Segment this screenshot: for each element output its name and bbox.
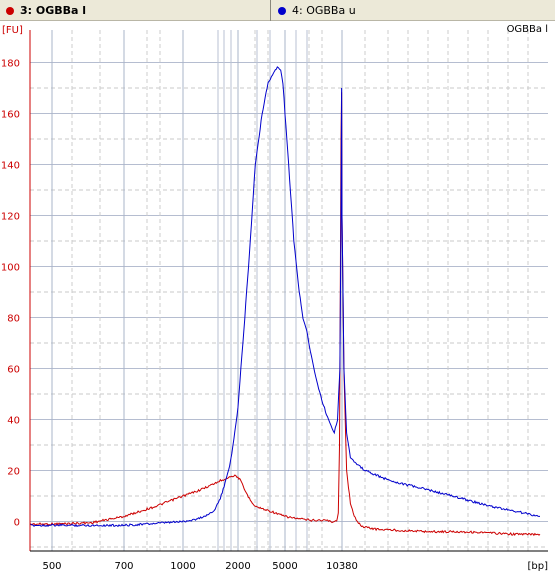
electropherogram-chart: 0 20 40 60 80 100 120 140 160 180 500 700 1000 2000 50…	[1, 24, 549, 572]
series-line-2	[29, 66, 540, 528]
x-tick-label: 10380	[326, 561, 358, 572]
x-tick-label: 1000	[170, 561, 195, 572]
x-axis-label: [bp]	[528, 561, 549, 572]
y-tick-label: 100	[1, 263, 20, 274]
y-tick-label: 20	[7, 467, 20, 478]
y-tick-label: 80	[7, 314, 20, 325]
y-tick-label: 120	[1, 212, 20, 223]
blue-dot-icon	[278, 6, 286, 15]
red-dot-icon	[6, 6, 14, 15]
grid	[30, 30, 548, 551]
tab-sample-4[interactable]: 4: OGBBa u	[272, 0, 555, 21]
y-tick-label: 0	[14, 518, 20, 529]
tab-sample-3[interactable]: 3: OGBBa l	[0, 0, 271, 21]
tab-label: 3: OGBBa l	[20, 4, 87, 17]
series-line-1	[29, 92, 541, 537]
x-tick-label: 700	[114, 561, 133, 572]
y-tick-label: 60	[7, 365, 20, 376]
y-tick-label: 140	[1, 161, 20, 172]
sample-tab-bar: 3: OGBBa l 4: OGBBa u	[0, 0, 555, 21]
y-tick-label: 40	[7, 416, 20, 427]
x-tick-label: 500	[42, 561, 61, 572]
series-layer	[29, 66, 541, 537]
y-tick-label: 180	[1, 59, 20, 70]
chart-title: OGBBa l	[507, 24, 548, 35]
x-tick-label: 2000	[225, 561, 250, 572]
axes: 0 20 40 60 80 100 120 140 160 180 500 700 1000 2000 50…	[1, 30, 548, 572]
y-tick-label: 160	[1, 110, 20, 121]
tab-label: 4: OGBBa u	[292, 4, 356, 17]
x-tick-label: 5000	[272, 561, 297, 572]
y-axis-label: [FU]	[2, 25, 23, 36]
